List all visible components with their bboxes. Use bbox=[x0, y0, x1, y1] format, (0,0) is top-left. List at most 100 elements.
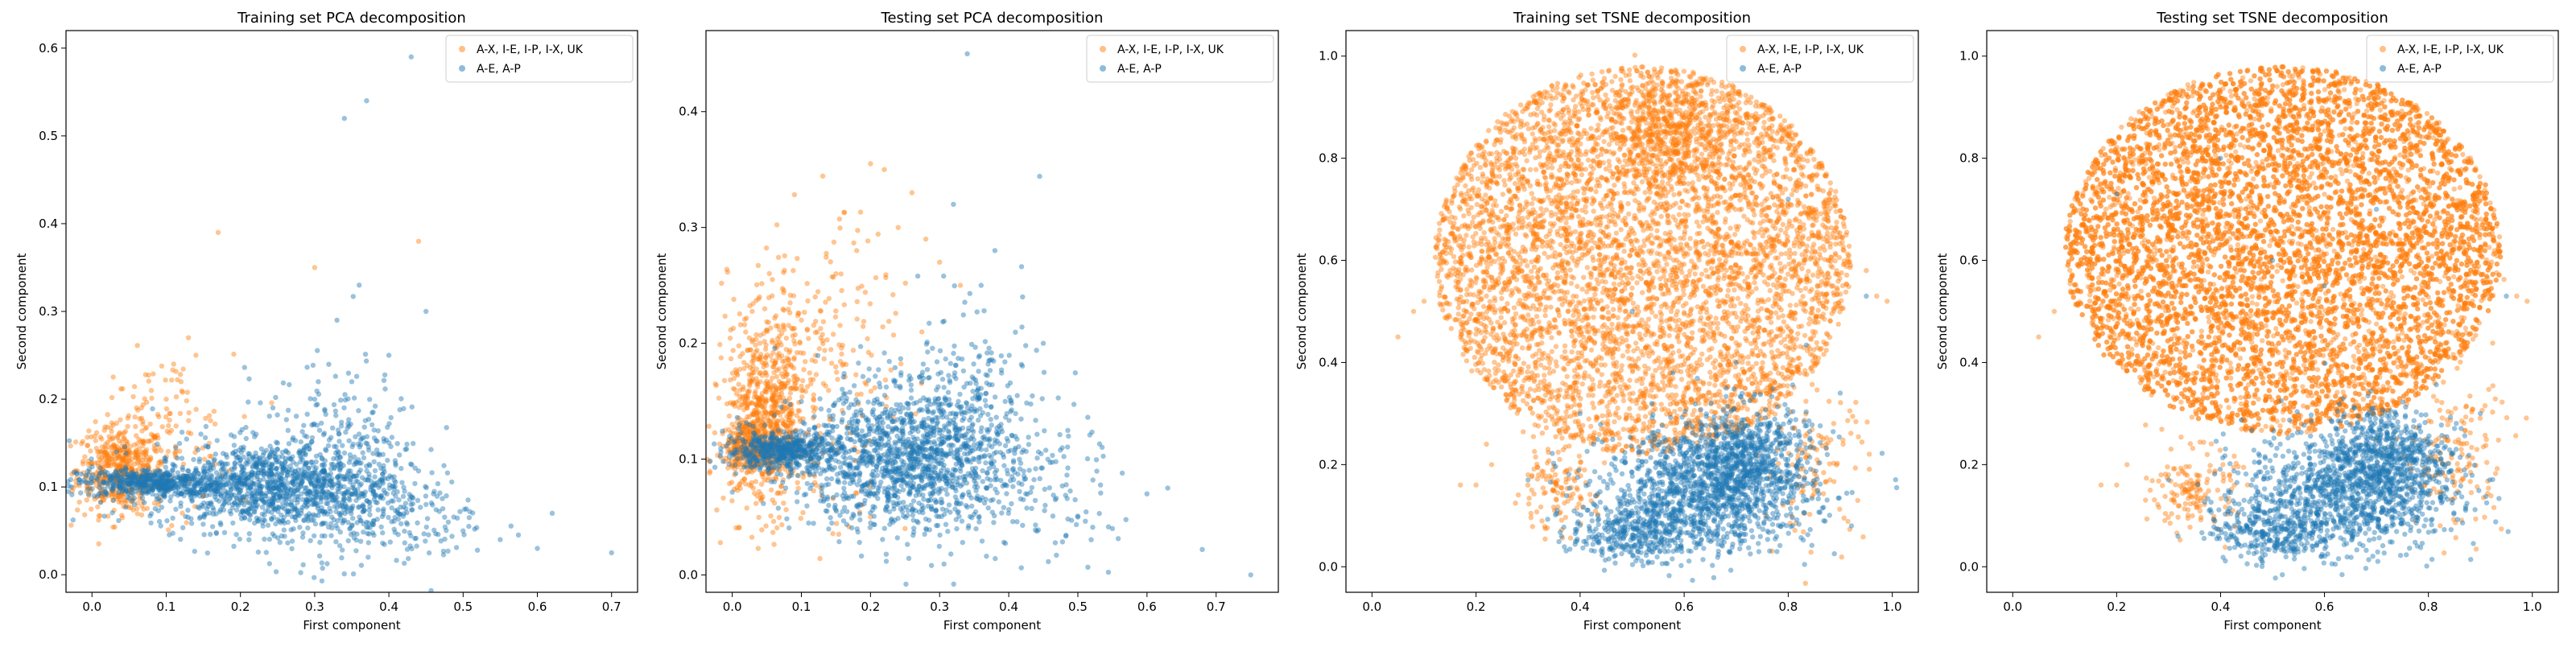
scatter-point bbox=[971, 429, 976, 434]
scatter-point bbox=[764, 319, 769, 324]
scatter-point bbox=[179, 492, 184, 497]
scatter-point bbox=[356, 457, 361, 462]
scatter-point bbox=[891, 332, 896, 337]
scatter-point bbox=[304, 505, 309, 509]
scatter-point bbox=[822, 356, 827, 361]
scatter-point bbox=[380, 530, 385, 535]
scatter-point bbox=[837, 323, 842, 328]
scatter-point bbox=[394, 510, 399, 515]
scatter-point bbox=[93, 438, 98, 443]
scatter-point bbox=[782, 253, 787, 258]
scatter-point bbox=[301, 423, 306, 428]
scatter-point bbox=[219, 468, 224, 472]
scatter-point bbox=[343, 501, 348, 506]
scatter-point bbox=[399, 480, 404, 484]
scatter-point bbox=[194, 407, 199, 412]
scatter-point bbox=[726, 462, 731, 467]
scatter-point bbox=[763, 434, 768, 439]
scatter-point bbox=[242, 471, 247, 476]
scatter-point bbox=[799, 318, 803, 323]
scatter-point bbox=[781, 374, 786, 379]
scatter-point bbox=[116, 500, 121, 505]
scatter-point bbox=[157, 519, 162, 524]
scatter-point bbox=[134, 449, 138, 454]
scatter-point bbox=[947, 502, 952, 507]
scatter-point bbox=[733, 387, 737, 392]
scatter-point bbox=[118, 386, 123, 391]
scatter-point bbox=[410, 507, 415, 512]
scatter-point bbox=[272, 455, 277, 459]
scatter-point bbox=[233, 449, 237, 454]
scatter-point bbox=[195, 477, 200, 482]
scatter-point bbox=[790, 466, 795, 471]
scatter-point bbox=[446, 520, 451, 525]
scatter-point bbox=[986, 505, 991, 510]
scatter-point bbox=[732, 376, 737, 381]
scatter-point bbox=[791, 293, 796, 298]
scatter-point bbox=[751, 431, 756, 435]
scatter-point bbox=[795, 480, 800, 485]
scatter-point bbox=[229, 432, 233, 437]
scatter-point bbox=[160, 424, 165, 429]
scatter-point bbox=[149, 396, 154, 401]
scatter-point bbox=[126, 458, 131, 463]
scatter-point bbox=[340, 521, 345, 525]
scatter-point bbox=[312, 265, 317, 270]
scatter-point bbox=[793, 332, 798, 337]
scatter-point bbox=[237, 490, 242, 495]
scatter-point bbox=[338, 530, 343, 534]
scatter-point bbox=[475, 548, 480, 553]
scatter-point bbox=[156, 414, 161, 419]
scatter-point bbox=[869, 389, 873, 394]
scatter-point bbox=[337, 455, 342, 459]
scatter-point bbox=[187, 410, 192, 415]
scatter-point bbox=[184, 398, 189, 403]
scatter-point bbox=[213, 422, 217, 427]
scatter-point bbox=[467, 515, 472, 520]
scatter-point bbox=[349, 379, 354, 384]
scatter-point bbox=[303, 485, 308, 490]
scatter-point bbox=[737, 344, 741, 348]
scatter-point bbox=[178, 372, 183, 377]
scatter-point bbox=[408, 534, 413, 538]
scatter-point bbox=[798, 350, 803, 355]
x-tick-label: 0.4 bbox=[379, 600, 398, 614]
scatter-point bbox=[753, 343, 758, 348]
scatter-point bbox=[317, 554, 322, 558]
scatter-point bbox=[737, 398, 741, 403]
scatter-point bbox=[283, 495, 288, 500]
scatter-point bbox=[717, 342, 722, 347]
scatter-point bbox=[796, 486, 801, 491]
scatter-point bbox=[346, 439, 351, 443]
scatter-point bbox=[413, 466, 418, 471]
scatter-point bbox=[273, 521, 278, 526]
scatter-point bbox=[285, 480, 290, 485]
legend-marker bbox=[459, 46, 465, 52]
legend-entry-label: A-X, I-E, I-P, I-X, UK bbox=[477, 43, 584, 56]
scatter-point bbox=[284, 417, 289, 422]
scatter-point bbox=[841, 210, 846, 215]
scatter-point bbox=[381, 496, 386, 501]
scatter-point bbox=[180, 525, 185, 530]
scatter-point bbox=[909, 388, 914, 393]
scatter-point bbox=[729, 498, 734, 503]
scatter-point bbox=[200, 521, 205, 526]
scatter-point bbox=[811, 323, 816, 328]
scatter-point bbox=[241, 447, 246, 452]
scatter-point bbox=[351, 482, 356, 487]
scatter-point bbox=[94, 431, 99, 435]
scatter-point bbox=[811, 377, 815, 382]
scatter-point bbox=[791, 338, 796, 343]
scatter-point bbox=[156, 477, 161, 482]
scatter-point bbox=[163, 377, 167, 382]
scatter-point bbox=[159, 523, 163, 528]
scatter-point bbox=[706, 424, 711, 429]
scatter-point bbox=[322, 407, 327, 412]
scatter-point bbox=[298, 459, 303, 464]
scatter-point bbox=[424, 525, 429, 530]
scatter-point bbox=[770, 358, 774, 363]
scatter-point bbox=[149, 432, 154, 437]
scatter-point bbox=[144, 483, 149, 488]
scatter-point bbox=[78, 490, 83, 495]
